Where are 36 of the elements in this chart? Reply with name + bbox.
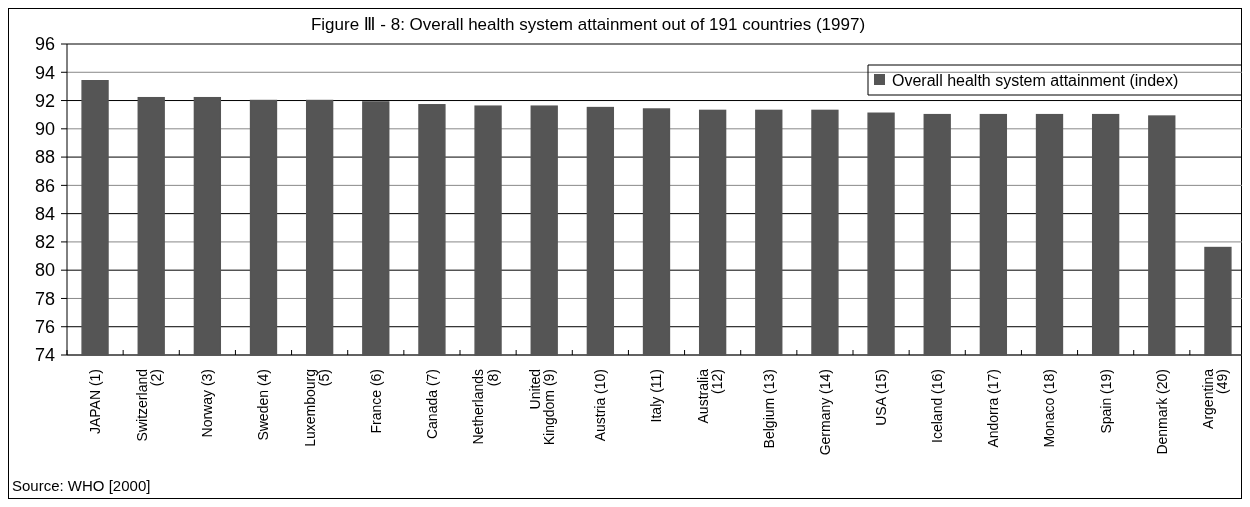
y-tick-label: 94 <box>34 62 55 83</box>
x-tick-label: Luxembourg (5) <box>302 369 333 447</box>
legend-label: Overall health system attainment (index) <box>892 71 1179 89</box>
x-tick-label: Sweden (4) <box>255 369 272 441</box>
x-tick-label: Iceland (16) <box>929 369 946 443</box>
x-tick-label: Switzerland (2) <box>133 369 164 442</box>
chart-title: Figure Ⅲ - 8: Overall health system attainment out of 191 countries (1997) <box>310 15 866 34</box>
y-tick-label: 88 <box>34 147 55 168</box>
source-note: Source: WHO [2000] <box>12 477 151 494</box>
y-tick-label: 90 <box>34 119 55 140</box>
y-tick-label: 86 <box>34 175 55 196</box>
x-tick-label: Norway (3) <box>199 369 216 438</box>
y-tick-label: 84 <box>34 203 55 224</box>
x-tick-label: Canada (7) <box>423 369 440 440</box>
y-tick-label: 76 <box>34 317 55 338</box>
x-tick-label: Belgium (13) <box>760 369 777 449</box>
x-tick-label: United Kingdom (9) <box>526 369 557 446</box>
x-tick-label: Argentina (49) <box>1200 368 1231 429</box>
x-tick-label: Austria (10) <box>592 369 609 442</box>
x-tick-label: Spain (19) <box>1097 369 1114 434</box>
y-tick-label: 80 <box>34 260 55 281</box>
y-tick-label: 92 <box>34 90 55 111</box>
x-tick-label: Germany (14) <box>816 369 833 456</box>
y-tick-label: 78 <box>34 288 55 309</box>
y-tick-label: 96 <box>34 34 55 55</box>
x-tick-label: USA (15) <box>872 369 889 426</box>
x-tick-label: France (6) <box>367 369 384 434</box>
x-tick-label: Denmark (20) <box>1153 369 1170 455</box>
y-tick-label: 74 <box>34 345 55 366</box>
x-tick-label: Netherlands (8) <box>470 369 501 445</box>
x-tick-label: Andorra (17) <box>985 369 1002 448</box>
x-tick-label: Italy (11) <box>648 369 665 423</box>
x-tick-label: Australia (12) <box>695 368 726 424</box>
x-tick-label: Monaco (18) <box>1041 369 1058 448</box>
x-tick-label: JAPAN (1) <box>86 369 103 435</box>
y-tick-label: 82 <box>34 232 55 253</box>
